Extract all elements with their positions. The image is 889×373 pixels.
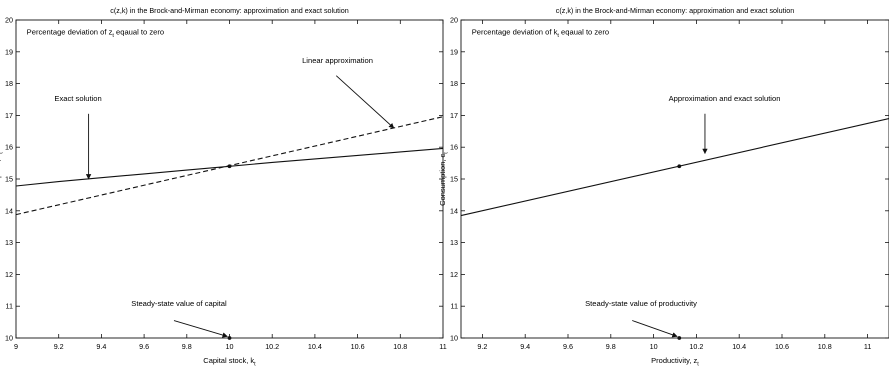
- y-tick-label: 12: [5, 270, 13, 279]
- x-tick-label: 10.4: [308, 342, 322, 351]
- annotation-linear: Linear approximation: [302, 56, 373, 65]
- x-tick-label: 10.2: [265, 342, 279, 351]
- x-tick-label: 10.2: [689, 342, 703, 351]
- annotation-exact: Exact solution: [54, 94, 101, 103]
- x-tick-label: 10.4: [732, 342, 746, 351]
- chart-title: c(z,k) in the Brock-and-Mirman economy: …: [110, 6, 349, 15]
- x-axis-label-text: Productivity, z: [651, 356, 697, 365]
- x-tick-label: 9.2: [54, 342, 64, 351]
- y-tick-label: 15: [5, 175, 13, 184]
- steady-state-marker: [227, 336, 232, 340]
- annotation-steady: Steady-state value of productivity: [585, 299, 697, 308]
- plot-frame: [460, 19, 889, 339]
- x-tick-label: 10.8: [393, 342, 407, 351]
- y-axis-label-subscript: t: [444, 152, 450, 154]
- y-tick-label: 17: [450, 111, 458, 120]
- annotation-steady: Steady-state value of capital: [131, 299, 227, 308]
- y-axis-label-subscript: t: [0, 152, 5, 154]
- x-tick-label: 10: [650, 342, 658, 351]
- annotation-subtitle: Percentage deviation of kt eqaual to zer…: [472, 27, 609, 39]
- y-tick-label: 20: [5, 16, 13, 25]
- steady-state-marker: [677, 336, 682, 340]
- annotation-tail: eqaual to zero: [114, 27, 164, 36]
- y-tick-label: 17: [5, 111, 13, 120]
- left-chart-panel: c(z,k) in the Brock-and-Mirman economy: …: [0, 6, 447, 368]
- annotation-arrow: [632, 320, 678, 338]
- y-tick-label: 18: [5, 79, 13, 88]
- intersection-point-marker: [227, 164, 232, 169]
- x-axis-label-text: Capital stock, k: [203, 356, 254, 365]
- y-tick-label: 11: [6, 302, 13, 311]
- annotation-text: Percentage deviation of z: [27, 27, 113, 36]
- annotation-arrow: [173, 320, 228, 338]
- annotation-subtitle: Percentage deviation of zt eqaual to zer…: [27, 27, 164, 39]
- x-tick-label: 10.6: [351, 342, 365, 351]
- x-tick-label: 9.8: [606, 342, 616, 351]
- y-tick-label: 14: [5, 206, 13, 215]
- annotation-text: Approximation and exact solution: [669, 94, 781, 103]
- y-tick-label: 18: [450, 79, 458, 88]
- y-tick-label: 19: [450, 47, 458, 56]
- annotation-text: Steady-state value of capital: [131, 299, 227, 308]
- y-tick-label: 12: [450, 270, 458, 279]
- annotation-text: Exact solution: [54, 94, 101, 103]
- y-tick-label: 13: [5, 238, 13, 247]
- annotation-arrow: [335, 75, 395, 129]
- x-axis-label-subscript: t: [254, 362, 256, 368]
- y-tick-label: 10: [5, 334, 13, 343]
- plot-frame: [15, 19, 444, 339]
- x-axis-label: Productivity, zt: [651, 356, 699, 368]
- annotation-text: Linear approximation: [302, 56, 373, 65]
- y-axis-label: Consumption, ct: [0, 152, 5, 206]
- x-tick-label: 9.6: [139, 342, 149, 351]
- y-tick-label: 16: [450, 143, 458, 152]
- x-tick-label: 10: [226, 342, 234, 351]
- chart-title: c(z,k) in the Brock-and-Mirman economy: …: [556, 6, 795, 15]
- y-tick-label: 11: [451, 302, 458, 311]
- y-axis-label: Consumption, ct: [438, 152, 450, 206]
- x-tick-label: 10.8: [818, 342, 832, 351]
- y-tick-label: 20: [450, 16, 458, 25]
- annotation-subscript: t: [112, 33, 114, 39]
- x-tick-label: 9.6: [563, 342, 573, 351]
- right-chart-panel: c(z,k) in the Brock-and-Mirman economy: …: [438, 6, 889, 368]
- x-tick-label: 9.4: [96, 342, 106, 351]
- y-tick-label: 14: [450, 206, 458, 215]
- y-tick-label: 15: [450, 175, 458, 184]
- intersection-point-marker: [677, 164, 682, 169]
- y-tick-label: 13: [450, 238, 458, 247]
- annotation-tail: eqaual to zero: [559, 27, 609, 36]
- y-tick-label: 19: [5, 47, 13, 56]
- x-axis-label: Capital stock, kt: [203, 356, 256, 368]
- y-axis-label-text: Consumption, c: [0, 153, 2, 205]
- x-tick-label: 9.8: [182, 342, 192, 351]
- y-axis-label-text: Consumption, c: [438, 153, 447, 205]
- x-axis-label-subscript: t: [697, 362, 699, 368]
- x-tick-label: 9.2: [477, 342, 487, 351]
- annotation-text: Steady-state value of productivity: [585, 299, 697, 308]
- x-tick-label: 10.6: [775, 342, 789, 351]
- annotation-approx: Approximation and exact solution: [669, 94, 781, 103]
- x-tick-label: 11: [864, 342, 871, 351]
- y-tick-label: 10: [450, 334, 458, 343]
- x-tick-label: 9: [14, 342, 18, 351]
- annotation-subscript: t: [557, 33, 559, 39]
- x-tick-label: 9.4: [520, 342, 530, 351]
- x-tick-label: 11: [439, 342, 446, 351]
- exact-solution-line: [460, 118, 889, 217]
- y-tick-label: 16: [5, 143, 13, 152]
- annotation-text: Percentage deviation of k: [472, 27, 558, 36]
